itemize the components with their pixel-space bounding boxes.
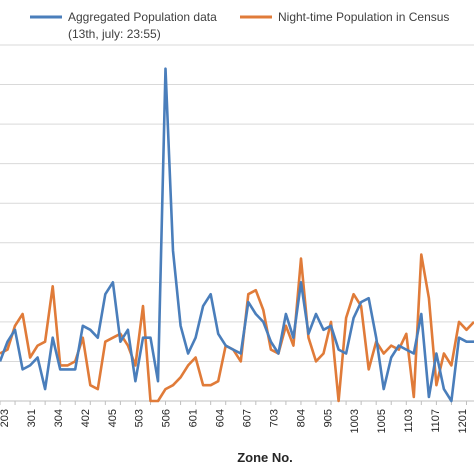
x-tick-label: 601 — [188, 409, 200, 427]
series-lines — [0, 67, 474, 403]
legend-label-aggregated: Aggregated Population data — [68, 10, 217, 24]
x-tick-label: 905 — [322, 409, 334, 427]
x-tick-label: 503 — [134, 409, 146, 427]
x-tick-label: 1103 — [403, 409, 415, 433]
x-tick-label: 405 — [107, 409, 119, 427]
legend-label-census: Night-time Population in Census — [278, 10, 449, 24]
x-tick-label: 804 — [295, 409, 307, 427]
x-axis — [0, 400, 474, 405]
x-tick-label: 703 — [268, 409, 280, 427]
x-tick-label: 604 — [215, 409, 227, 427]
x-tick-label: 301 — [26, 409, 38, 427]
x-tick-labels: 203 301 304 402 405 503 506 601 604 607 703 804 905 1… — [0, 409, 469, 433]
gridlines — [0, 44, 474, 362]
legend-label-aggregated-line2: (13th, july: 23:55) — [68, 27, 161, 41]
series-line-aggregated — [0, 67, 474, 403]
x-axis-title: Zone No. — [237, 450, 293, 465]
x-tick-label: 607 — [242, 409, 254, 427]
x-tick-label: 1005 — [376, 409, 388, 433]
x-tick-label: 402 — [80, 409, 92, 427]
x-tick-label: 1201 — [457, 409, 469, 433]
x-tick-label: 1003 — [349, 409, 361, 433]
series-line-census — [0, 253, 474, 403]
legend: Aggregated Population data (13th, july: … — [30, 10, 449, 41]
x-tick-label: 1107 — [430, 409, 442, 433]
x-tick-label: 506 — [161, 409, 173, 427]
x-tick-label: 304 — [53, 409, 65, 427]
x-tick-label: 203 — [0, 409, 11, 427]
